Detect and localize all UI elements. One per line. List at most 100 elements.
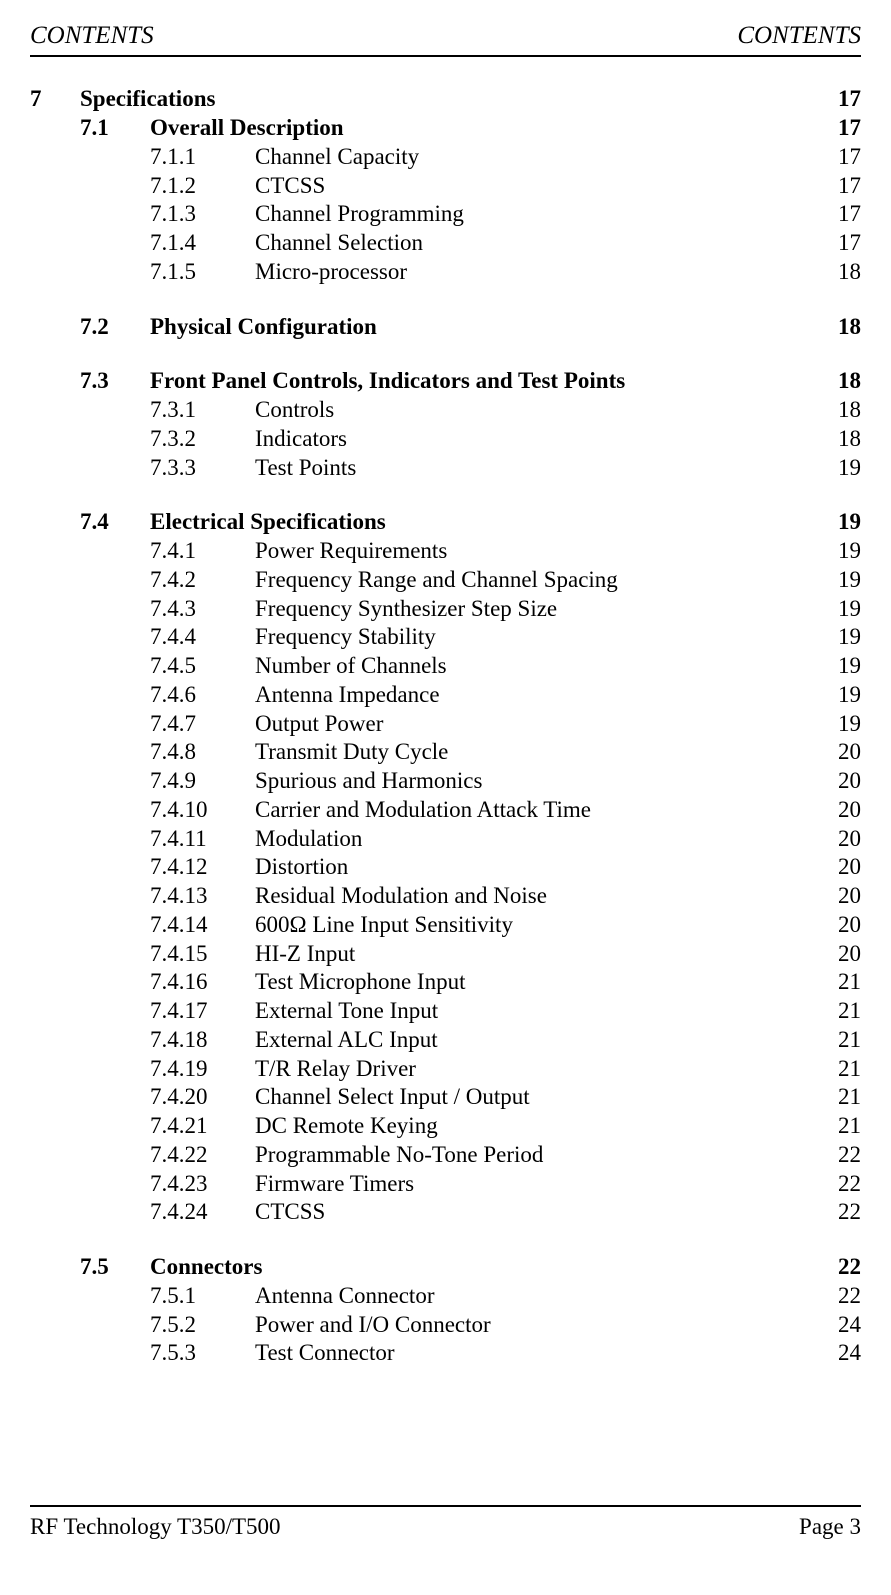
toc-item-title: Channel Capacity — [255, 143, 811, 172]
footer-right: Page 3 — [799, 1513, 861, 1542]
toc-section-title: Overall Description — [150, 114, 811, 143]
toc-item-title: Frequency Stability — [255, 623, 811, 652]
toc-section-page: 17 — [811, 114, 861, 143]
page-header: CONTENTS CONTENTS — [30, 20, 861, 57]
toc-item-row: 7.1.4Channel Selection17 — [30, 229, 861, 258]
toc-item-num: 7.4.11 — [150, 825, 255, 854]
toc-item-num: 7.1.2 — [150, 172, 255, 201]
toc-item-num: 7.5.3 — [150, 1339, 255, 1368]
toc-item-row: 7.4.9Spurious and Harmonics20 — [30, 767, 861, 796]
toc-section-num: 7.3 — [80, 367, 150, 396]
page-footer: RF Technology T350/T500 Page 3 — [30, 1505, 861, 1542]
footer-left: RF Technology T350/T500 — [30, 1513, 281, 1542]
toc-item-num: 7.4.2 — [150, 566, 255, 595]
toc-item-page: 20 — [811, 767, 861, 796]
toc-section-num: 7.1 — [80, 114, 150, 143]
toc-item-title: 600Ω Line Input Sensitivity — [255, 911, 811, 940]
toc-item-row: 7.3.3Test Points19 — [30, 454, 861, 483]
toc-item-num: 7.4.17 — [150, 997, 255, 1026]
toc-section-row: 7.3Front Panel Controls, Indicators and … — [30, 367, 861, 396]
toc-item-page: 18 — [811, 425, 861, 454]
toc-item-title: Frequency Range and Channel Spacing — [255, 566, 811, 595]
toc-item-title: Frequency Synthesizer Step Size — [255, 595, 811, 624]
toc-item-title: Transmit Duty Cycle — [255, 738, 811, 767]
toc-item-title: Firmware Timers — [255, 1170, 811, 1199]
toc-item-num: 7.4.9 — [150, 767, 255, 796]
toc-item-title: External Tone Input — [255, 997, 811, 1026]
toc-item-page: 20 — [811, 940, 861, 969]
toc-body: 7 Specifications 17 7.1Overall Descripti… — [30, 85, 861, 1505]
toc-item-title: Test Points — [255, 454, 811, 483]
toc-section-page: 18 — [811, 313, 861, 342]
toc-group-gap — [30, 287, 861, 313]
toc-item-page: 20 — [811, 825, 861, 854]
toc-item-row: 7.4.3Frequency Synthesizer Step Size19 — [30, 595, 861, 624]
toc-item-row: 7.5.1Antenna Connector22 — [30, 1282, 861, 1311]
toc-chapter-title: Specifications — [80, 85, 811, 114]
toc-item-page: 20 — [811, 853, 861, 882]
toc-item-row: 7.4.24CTCSS22 — [30, 1198, 861, 1227]
toc-item-row: 7.1.2CTCSS17 — [30, 172, 861, 201]
toc-section-title: Connectors — [150, 1253, 811, 1282]
toc-item-num: 7.4.15 — [150, 940, 255, 969]
toc-item-num: 7.1.5 — [150, 258, 255, 287]
toc-section-page: 19 — [811, 508, 861, 537]
toc-item-page: 20 — [811, 882, 861, 911]
toc-item-title: Carrier and Modulation Attack Time — [255, 796, 811, 825]
toc-item-page: 22 — [811, 1198, 861, 1227]
toc-item-title: Channel Select Input / Output — [255, 1083, 811, 1112]
toc-item-row: 7.4.7Output Power19 — [30, 710, 861, 739]
toc-item-title: Antenna Impedance — [255, 681, 811, 710]
toc-item-num: 7.4.19 — [150, 1055, 255, 1084]
toc-item-row: 7.4.21DC Remote Keying21 — [30, 1112, 861, 1141]
toc-item-row: 7.4.12Distortion20 — [30, 853, 861, 882]
header-left: CONTENTS — [30, 20, 154, 51]
toc-item-row: 7.4.23Firmware Timers22 — [30, 1170, 861, 1199]
toc-item-title: Power and I/O Connector — [255, 1311, 811, 1340]
toc-item-row: 7.4.11Modulation20 — [30, 825, 861, 854]
toc-item-row: 7.1.3Channel Programming17 — [30, 200, 861, 229]
toc-item-page: 17 — [811, 143, 861, 172]
toc-chapter-row: 7 Specifications 17 — [30, 85, 861, 114]
toc-item-page: 20 — [811, 911, 861, 940]
toc-item-num: 7.5.2 — [150, 1311, 255, 1340]
toc-section-num: 7.5 — [80, 1253, 150, 1282]
toc-item-title: Indicators — [255, 425, 811, 454]
toc-item-num: 7.1.4 — [150, 229, 255, 258]
toc-item-page: 19 — [811, 537, 861, 566]
toc-item-row: 7.4.16Test Microphone Input21 — [30, 968, 861, 997]
toc-sections: 7.1Overall Description177.1.1Channel Cap… — [30, 114, 861, 1394]
toc-item-page: 24 — [811, 1339, 861, 1368]
toc-item-row: 7.4.14600Ω Line Input Sensitivity20 — [30, 911, 861, 940]
toc-item-title: CTCSS — [255, 172, 811, 201]
toc-item-num: 7.4.3 — [150, 595, 255, 624]
toc-item-title: Micro-processor — [255, 258, 811, 287]
toc-group-gap — [30, 341, 861, 367]
toc-item-row: 7.4.1Power Requirements19 — [30, 537, 861, 566]
toc-item-num: 7.4.12 — [150, 853, 255, 882]
toc-item-num: 7.3.1 — [150, 396, 255, 425]
toc-section-title: Physical Configuration — [150, 313, 811, 342]
toc-chapter-num: 7 — [30, 85, 80, 114]
toc-item-num: 7.4.18 — [150, 1026, 255, 1055]
toc-item-page: 17 — [811, 229, 861, 258]
toc-item-row: 7.4.13Residual Modulation and Noise20 — [30, 882, 861, 911]
toc-item-num: 7.4.16 — [150, 968, 255, 997]
toc-item-num: 7.4.23 — [150, 1170, 255, 1199]
toc-item-page: 22 — [811, 1141, 861, 1170]
toc-item-row: 7.4.19T/R Relay Driver21 — [30, 1055, 861, 1084]
toc-item-page: 19 — [811, 710, 861, 739]
toc-group-gap — [30, 1368, 861, 1394]
toc-item-num: 7.4.7 — [150, 710, 255, 739]
toc-item-title: CTCSS — [255, 1198, 811, 1227]
toc-group-gap — [30, 482, 861, 508]
toc-item-title: Spurious and Harmonics — [255, 767, 811, 796]
toc-item-title: Power Requirements — [255, 537, 811, 566]
toc-item-row: 7.5.3Test Connector24 — [30, 1339, 861, 1368]
toc-item-title: Channel Selection — [255, 229, 811, 258]
toc-item-num: 7.4.13 — [150, 882, 255, 911]
toc-item-page: 17 — [811, 200, 861, 229]
toc-item-num: 7.4.24 — [150, 1198, 255, 1227]
toc-item-row: 7.4.2Frequency Range and Channel Spacing… — [30, 566, 861, 595]
toc-item-num: 7.3.3 — [150, 454, 255, 483]
